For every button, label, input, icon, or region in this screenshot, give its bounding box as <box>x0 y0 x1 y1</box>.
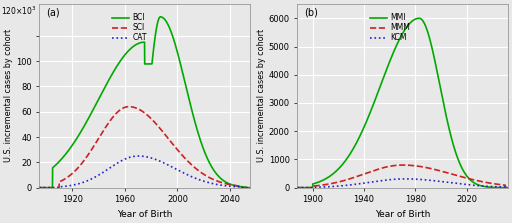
MMM <box>478 180 484 183</box>
CAT <box>135 155 141 157</box>
SCI <box>117 109 123 111</box>
Line: BCI: BCI <box>39 17 250 188</box>
BCI <box>117 60 123 63</box>
KCM <box>505 186 511 189</box>
BCI <box>36 186 42 189</box>
MMI <box>331 172 337 175</box>
Line: MMI: MMI <box>297 18 508 188</box>
MMM <box>294 186 301 189</box>
MMI <box>318 180 325 182</box>
MMI <box>478 184 484 187</box>
MMM <box>501 184 507 186</box>
MMI <box>505 186 511 189</box>
Text: $120{\times}10^3$: $120{\times}10^3$ <box>0 222 1 223</box>
BCI <box>157 15 163 18</box>
Y-axis label: U.S. incremental cases by cohort: U.S. incremental cases by cohort <box>4 29 13 163</box>
X-axis label: Year of Birth: Year of Birth <box>375 210 430 219</box>
BCI <box>60 156 67 158</box>
KCM <box>375 180 381 182</box>
KCM <box>318 186 325 188</box>
KCM <box>331 185 337 188</box>
Text: $120{\times}10^3$: $120{\times}10^3$ <box>2 4 37 17</box>
X-axis label: Year of Birth: Year of Birth <box>117 210 172 219</box>
Line: KCM: KCM <box>297 179 508 188</box>
SCI <box>60 178 67 181</box>
BCI <box>220 179 226 182</box>
SCI <box>220 182 226 184</box>
CAT <box>126 156 132 159</box>
BCI <box>73 138 79 141</box>
SCI <box>247 186 253 189</box>
Line: CAT: CAT <box>39 156 250 188</box>
MMI <box>501 186 507 189</box>
MMI <box>384 67 390 69</box>
MMI <box>416 17 422 20</box>
CAT <box>243 186 249 189</box>
BCI <box>243 186 249 188</box>
Y-axis label: U.S. incremental cases by cohort: U.S. incremental cases by cohort <box>257 29 266 163</box>
BCI <box>247 186 253 189</box>
CAT <box>220 184 226 187</box>
SCI <box>126 105 132 108</box>
CAT <box>73 183 79 186</box>
MMM <box>318 184 325 186</box>
MMM <box>399 164 406 166</box>
Legend: BCI, SCI, CAT: BCI, SCI, CAT <box>111 12 148 44</box>
Legend: MMI, MMM, KCM: MMI, MMM, KCM <box>369 12 412 44</box>
MMI <box>294 186 301 189</box>
MMM <box>331 182 337 184</box>
SCI <box>73 169 79 171</box>
MMI <box>375 91 381 93</box>
KCM <box>501 186 507 188</box>
CAT <box>36 186 42 189</box>
BCI <box>126 49 132 51</box>
KCM <box>402 178 408 180</box>
SCI <box>36 186 42 189</box>
Text: (b): (b) <box>304 8 317 18</box>
KCM <box>478 185 484 187</box>
CAT <box>60 185 67 188</box>
KCM <box>294 186 301 189</box>
MMM <box>505 186 511 189</box>
SCI <box>243 186 249 189</box>
SCI <box>126 105 132 108</box>
CAT <box>247 186 253 189</box>
CAT <box>117 160 123 163</box>
KCM <box>384 179 390 181</box>
MMM <box>384 165 390 168</box>
Text: (a): (a) <box>46 8 59 18</box>
MMM <box>375 168 381 171</box>
Line: SCI: SCI <box>39 107 250 188</box>
Line: MMM: MMM <box>297 165 508 188</box>
